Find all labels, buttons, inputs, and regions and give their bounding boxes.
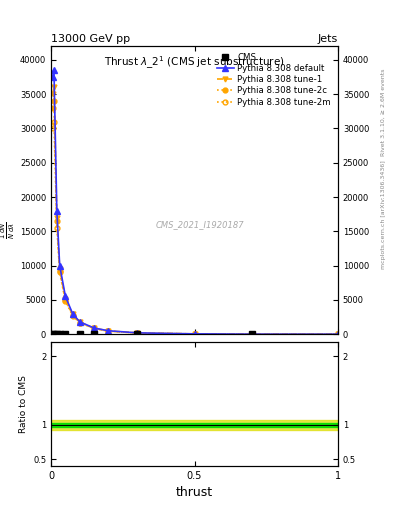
Pythia 8.308 tune-2m (55, 225, 59, 231)
Pythia 8.308 default (77, 319, 82, 325)
Pythia 8.308 tune-2c (250, 331, 254, 337)
Pythia 8.308 tune-1 (55, 215, 59, 221)
Pythia 8.308 tune-2c (92, 325, 97, 331)
Pythia 8.308 tune-1 (336, 331, 340, 337)
CMS (250, 331, 254, 337)
CMS (135, 331, 140, 337)
Pythia 8.308 tune-2m (57, 269, 62, 275)
Line: Pythia 8.308 tune-2c: Pythia 8.308 tune-2c (50, 98, 340, 336)
Pythia 8.308 tune-2c (50, 105, 55, 111)
Text: CMS_2021_I1920187: CMS_2021_I1920187 (156, 220, 244, 229)
Pythia 8.308 tune-1 (92, 325, 97, 331)
Pythia 8.308 tune-2c (192, 331, 197, 337)
CMS (51, 331, 56, 337)
Pythia 8.308 default (51, 67, 56, 73)
CMS (77, 331, 82, 337)
Pythia 8.308 tune-2m (135, 330, 140, 336)
Pythia 8.308 tune-2m (92, 326, 97, 332)
Line: Pythia 8.308 default: Pythia 8.308 default (50, 67, 341, 337)
Pythia 8.308 default (50, 74, 55, 80)
Pythia 8.308 default (70, 311, 75, 317)
Pythia 8.308 tune-1 (250, 331, 254, 337)
Pythia 8.308 default (336, 331, 340, 337)
Pythia 8.308 tune-1 (106, 328, 111, 334)
Y-axis label: Ratio to CMS: Ratio to CMS (18, 375, 28, 433)
Pythia 8.308 default (92, 325, 97, 331)
CMS (92, 331, 97, 337)
Pythia 8.308 tune-2c (63, 297, 68, 303)
X-axis label: thrust: thrust (176, 486, 213, 499)
CMS (55, 331, 59, 337)
CMS (50, 331, 55, 337)
Pythia 8.308 tune-2c (70, 312, 75, 318)
Text: $\frac{1}{N}\frac{dN}{d\lambda}$: $\frac{1}{N}\frac{dN}{d\lambda}$ (0, 222, 17, 239)
Line: CMS: CMS (49, 331, 255, 338)
Pythia 8.308 default (250, 331, 254, 337)
Pythia 8.308 tune-2m (250, 331, 254, 337)
Pythia 8.308 default (55, 208, 59, 214)
Pythia 8.308 tune-1 (135, 330, 140, 336)
Pythia 8.308 default (135, 330, 140, 336)
Pythia 8.308 tune-2c (55, 218, 59, 224)
CMS (63, 331, 68, 337)
Pythia 8.308 tune-1 (70, 311, 75, 317)
Line: Pythia 8.308 tune-2m: Pythia 8.308 tune-2m (50, 119, 340, 336)
Text: Thrust $\lambda\_2^1$ (CMS jet substructure): Thrust $\lambda\_2^1$ (CMS jet substruct… (104, 55, 285, 71)
Pythia 8.308 tune-2m (50, 125, 55, 132)
Pythia 8.308 tune-1 (77, 319, 82, 325)
Pythia 8.308 tune-2c (77, 319, 82, 326)
Pythia 8.308 tune-2m (336, 331, 340, 337)
Pythia 8.308 default (106, 328, 111, 334)
Pythia 8.308 tune-1 (51, 84, 56, 90)
Pythia 8.308 tune-2c (135, 330, 140, 336)
Pythia 8.308 tune-2m (192, 331, 197, 337)
Pythia 8.308 tune-2m (70, 313, 75, 319)
Pythia 8.308 tune-2m (106, 328, 111, 334)
Pythia 8.308 tune-2m (77, 320, 82, 326)
Text: Rivet 3.1.10, ≥ 2.6M events: Rivet 3.1.10, ≥ 2.6M events (381, 69, 386, 156)
Pythia 8.308 tune-1 (192, 331, 197, 337)
Pythia 8.308 default (192, 331, 197, 337)
Pythia 8.308 default (63, 293, 68, 300)
Pythia 8.308 tune-1 (57, 266, 62, 272)
Pythia 8.308 tune-2m (51, 118, 56, 124)
Pythia 8.308 tune-2c (57, 268, 62, 274)
Pythia 8.308 tune-1 (63, 295, 68, 302)
Pythia 8.308 tune-2c (51, 98, 56, 104)
Pythia 8.308 tune-2c (336, 331, 340, 337)
Text: Jets: Jets (318, 33, 338, 44)
Pythia 8.308 tune-2c (106, 328, 111, 334)
CMS (57, 331, 62, 337)
Pythia 8.308 default (57, 263, 62, 269)
Line: Pythia 8.308 tune-1: Pythia 8.308 tune-1 (50, 85, 340, 336)
Pythia 8.308 tune-1 (50, 91, 55, 97)
Text: 13000 GeV pp: 13000 GeV pp (51, 33, 130, 44)
Legend: CMS, Pythia 8.308 default, Pythia 8.308 tune-1, Pythia 8.308 tune-2c, Pythia 8.3: CMS, Pythia 8.308 default, Pythia 8.308 … (214, 50, 334, 109)
Pythia 8.308 tune-2m (63, 298, 68, 304)
Text: mcplots.cern.ch [arXiv:1306.3436]: mcplots.cern.ch [arXiv:1306.3436] (381, 161, 386, 269)
